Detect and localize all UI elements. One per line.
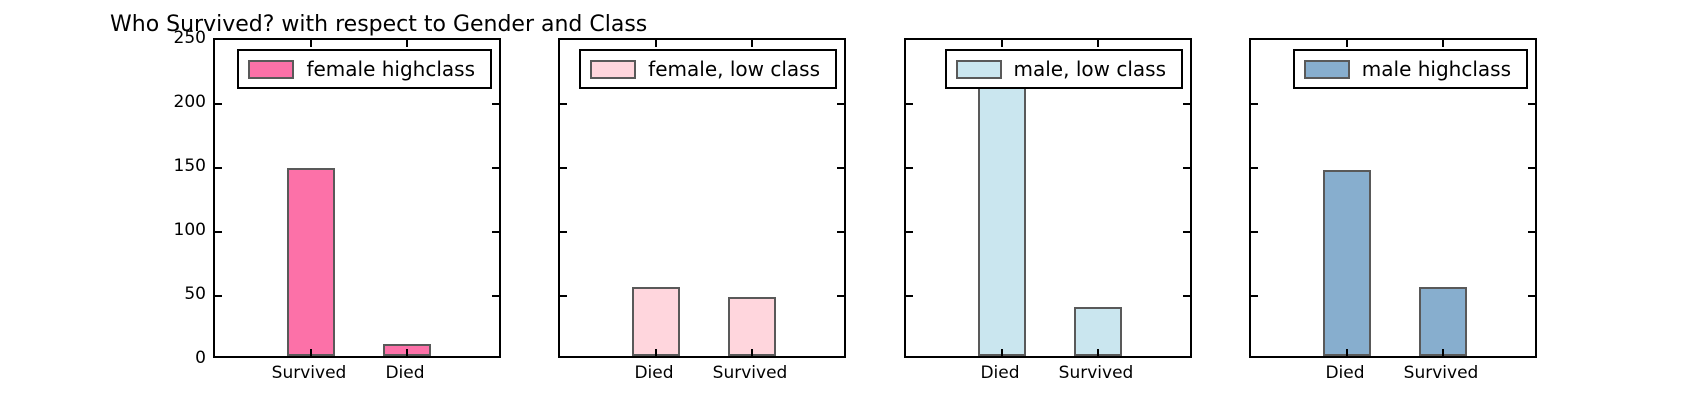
subplot-2-plot-area: female, low class (558, 38, 846, 358)
x-tick-bottom (1097, 349, 1099, 356)
x-tick-bottom (310, 349, 312, 356)
x-tick-bottom (655, 349, 657, 356)
y-tick-label: 150 (173, 156, 206, 176)
y-tick-right (1183, 295, 1190, 297)
bar-survived (1419, 287, 1467, 356)
x-tick-label: Survived (271, 363, 347, 383)
x-tick-label: Died (980, 363, 1020, 383)
bar-died (632, 287, 680, 356)
legend-swatch (248, 59, 295, 79)
x-tick-bottom (1442, 349, 1444, 356)
x-tick-top (655, 40, 657, 47)
y-tick-right (837, 295, 844, 297)
x-tick-top (1442, 40, 1444, 47)
y-tick-right (1183, 167, 1190, 169)
y-tick-right (1528, 167, 1535, 169)
y-tick-right (1528, 103, 1535, 105)
legend-swatch (955, 59, 1002, 79)
x-tick-label: Survived (1403, 363, 1479, 383)
y-tick-left (1251, 103, 1258, 105)
x-tick-label: Survived (712, 363, 788, 383)
y-tick-label: 200 (173, 92, 206, 112)
legend-swatch (590, 59, 637, 79)
y-tick-label: 0 (195, 348, 206, 368)
x-tick-label: Died (634, 363, 674, 383)
subplot-3-plot-area: male, low class (904, 38, 1192, 358)
y-tick-right (492, 295, 499, 297)
y-tick-left (906, 103, 913, 105)
y-tick-label: 250 (173, 28, 206, 48)
legend: male highclass (1292, 49, 1528, 89)
legend-swatch (1303, 59, 1350, 79)
x-tick-top (406, 40, 408, 47)
legend: female highclass (237, 49, 492, 89)
x-tick-label: Survived (1058, 363, 1134, 383)
y-tick-left (215, 231, 222, 233)
y-tick-left (906, 231, 913, 233)
y-tick-left (215, 167, 222, 169)
y-tick-right (1183, 103, 1190, 105)
x-tick-top (1097, 40, 1099, 47)
y-tick-right (837, 167, 844, 169)
y-tick-left (215, 295, 222, 297)
bar-survived (287, 168, 335, 356)
x-tick-top (1001, 40, 1003, 47)
x-tick-top (1346, 40, 1348, 47)
y-tick-left (560, 167, 567, 169)
bar-died (978, 81, 1026, 356)
y-tick-right (492, 167, 499, 169)
x-tick-label: Died (385, 363, 425, 383)
y-tick-label: 50 (184, 284, 206, 304)
x-tick-bottom (751, 349, 753, 356)
y-tick-left (1251, 231, 1258, 233)
y-tick-right (1528, 295, 1535, 297)
legend-label: male, low class (1013, 57, 1166, 81)
x-tick-top (310, 40, 312, 47)
y-tick-left (560, 295, 567, 297)
x-tick-bottom (1001, 349, 1003, 356)
y-tick-left (1251, 295, 1258, 297)
chart-title: Who Survived? with respect to Gender and… (110, 12, 648, 37)
subplot-4-plot-area: male highclass (1249, 38, 1537, 358)
legend-label: female highclass (306, 57, 475, 81)
y-tick-right (492, 231, 499, 233)
y-tick-left (560, 231, 567, 233)
y-tick-right (1528, 231, 1535, 233)
subplot-1-plot-area: female highclass (213, 38, 501, 358)
legend-label: female, low class (648, 57, 820, 81)
y-tick-right (837, 103, 844, 105)
y-tick-right (1183, 231, 1190, 233)
y-tick-left (906, 295, 913, 297)
y-tick-left (906, 167, 913, 169)
x-tick-top (751, 40, 753, 47)
y-tick-left (560, 103, 567, 105)
y-tick-left (1251, 167, 1258, 169)
legend-label: male highclass (1361, 57, 1511, 81)
x-tick-bottom (1346, 349, 1348, 356)
legend: female, low class (579, 49, 837, 89)
bar-survived (728, 297, 776, 356)
y-tick-right (492, 103, 499, 105)
y-tick-right (837, 231, 844, 233)
y-tick-left (215, 103, 222, 105)
legend: male, low class (944, 49, 1183, 89)
x-tick-bottom (406, 349, 408, 356)
bar-died (1323, 170, 1371, 356)
x-tick-label: Died (1325, 363, 1365, 383)
y-tick-label: 100 (173, 220, 206, 240)
